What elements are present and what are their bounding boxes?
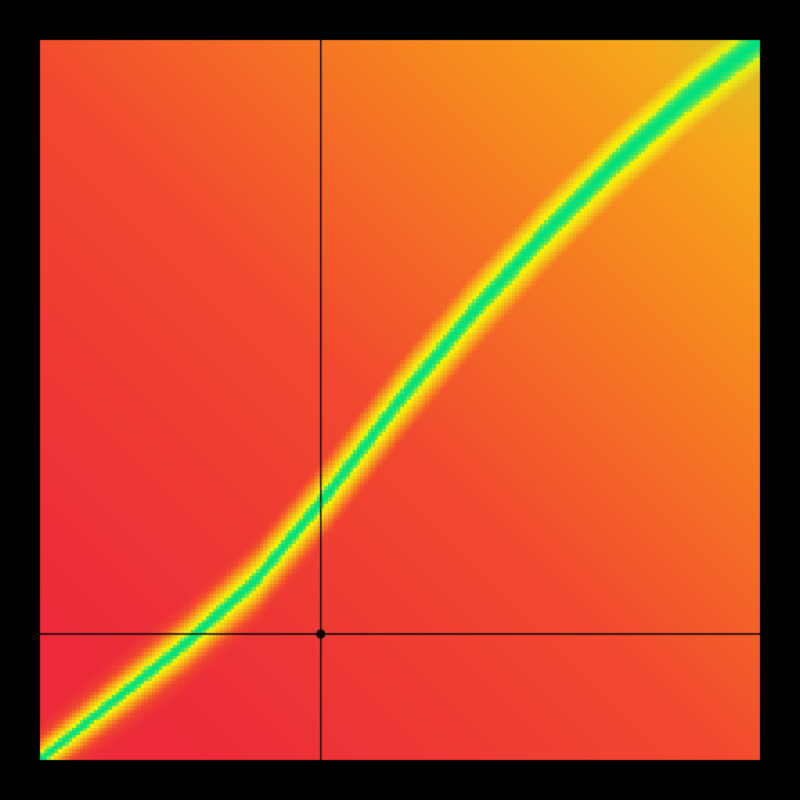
bottleneck-heatmap (0, 0, 800, 800)
chart-container: TheBottleneck.com (0, 0, 800, 800)
